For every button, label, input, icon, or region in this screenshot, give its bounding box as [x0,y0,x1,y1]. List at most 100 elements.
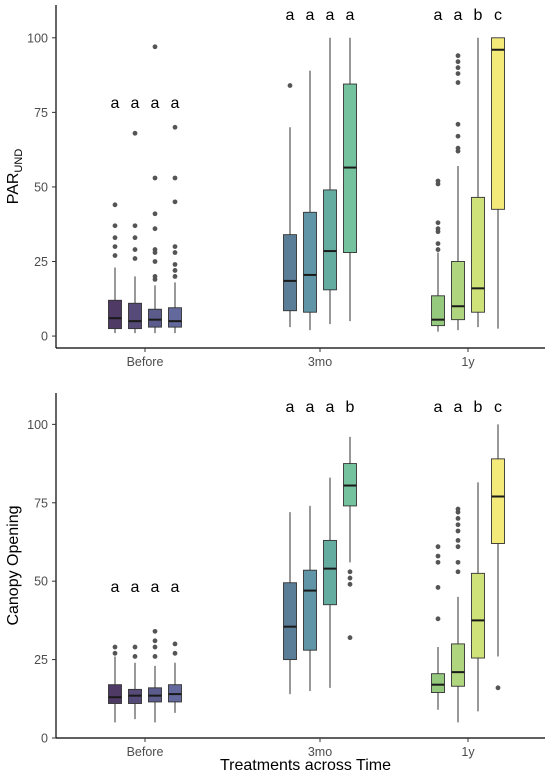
significance-letter: a [346,7,355,24]
outlier-point [347,635,353,641]
outlier-point [347,581,353,587]
outlier-point [152,247,158,252]
iqr-box [128,302,142,330]
iqr-box [283,234,297,312]
outlier-point [455,80,461,85]
y-tick-label: 75 [34,496,48,510]
outlier-point [132,130,138,136]
outlier-point [152,274,158,279]
outlier-point [152,628,158,634]
box-1y-3: b [471,7,485,328]
iqr-box [431,673,445,693]
outlier-point [132,223,138,229]
significance-letter: a [454,7,463,24]
box-1y-1: a [431,399,445,710]
significance-letter: b [474,399,483,416]
outlier-point [112,235,118,241]
box-3mo-2: a [303,399,317,691]
outlier-point [435,247,441,252]
outlier-point [152,211,158,217]
outlier-point [455,516,461,521]
canopy-opening-panel: 0 25 50 75 100 Before 3mo 1y Canopy Opening Treat… [5,393,545,774]
iqr-box [491,37,505,210]
outlier-point [172,650,178,656]
box-Before-4: a [168,579,182,713]
iqr-box [323,189,337,291]
box-Before-1: a [108,95,122,334]
outlier-point [172,262,178,267]
y-tick-label: 100 [27,31,48,45]
outlier-point [455,59,461,65]
box-Before-2: a [128,579,142,720]
outlier-point [455,559,461,565]
box-3mo-4: a [343,7,357,322]
outlier-point [112,644,118,650]
outlier-point [435,241,441,247]
outlier-point [152,638,158,644]
outlier-point [455,538,461,543]
iqr-box [108,299,122,330]
outlier-point [172,124,178,130]
outlier-point [435,178,441,184]
box-Before-3: a [148,579,162,723]
outlier-point [172,641,178,647]
significance-letter: b [474,7,483,24]
significance-letter: a [131,95,140,112]
significance-letter: c [494,399,502,416]
outlier-point [172,268,178,273]
outlier-point [172,250,178,255]
x-tick-label: 1y [461,355,475,369]
y-axis-title: PARUND [5,149,25,205]
box-3mo-3: a [323,399,337,688]
iqr-box [471,572,485,659]
y-axis-title-subscript: UND [13,149,25,173]
outlier-point [152,226,158,232]
outlier-point [455,53,461,59]
box-3mo-3: a [323,7,337,325]
significance-letter: a [306,399,315,416]
significance-letter: a [306,7,315,24]
box-1y-3: b [471,399,485,712]
significance-letter: a [286,399,295,416]
significance-letter: a [171,579,180,596]
iqr-box [168,307,182,328]
outlier-point [435,616,441,622]
outlier-point [435,585,441,590]
box-1y-2: a [451,7,465,331]
x-axis-title: Treatments across Time [220,757,391,774]
outlier-point [455,544,461,550]
box-1y-2: a [451,399,465,723]
iqr-box [323,539,337,606]
outlier-point [152,259,158,264]
outlier-point [172,199,178,205]
outlier-point [495,685,501,691]
outlier-point [455,506,461,512]
significance-letter: b [346,399,355,416]
box-1y-4: c [491,399,505,691]
outlier-point [132,235,138,241]
significance-letter: c [494,7,502,24]
outlier-point [455,133,461,139]
outlier-point [435,559,441,565]
iqr-box [431,295,445,327]
y-tick-label: 0 [41,732,48,746]
significance-letter: a [131,579,140,596]
iqr-box [283,582,297,661]
box-Before-1: a [108,579,122,723]
outlier-point [112,253,118,258]
outlier-point [172,175,178,181]
outlier-point [435,553,441,559]
significance-letter: a [326,7,335,24]
outlier-point [112,202,118,208]
significance-letter: a [151,95,160,112]
outlier-point [132,247,138,252]
outlier-point [132,256,138,261]
iqr-box [451,261,465,321]
outlier-point [435,220,441,226]
box-Before-2: a [128,95,142,334]
outlier-point [152,654,158,659]
outlier-point [152,44,158,50]
significance-letter: a [286,7,295,24]
outlier-point [347,575,353,581]
